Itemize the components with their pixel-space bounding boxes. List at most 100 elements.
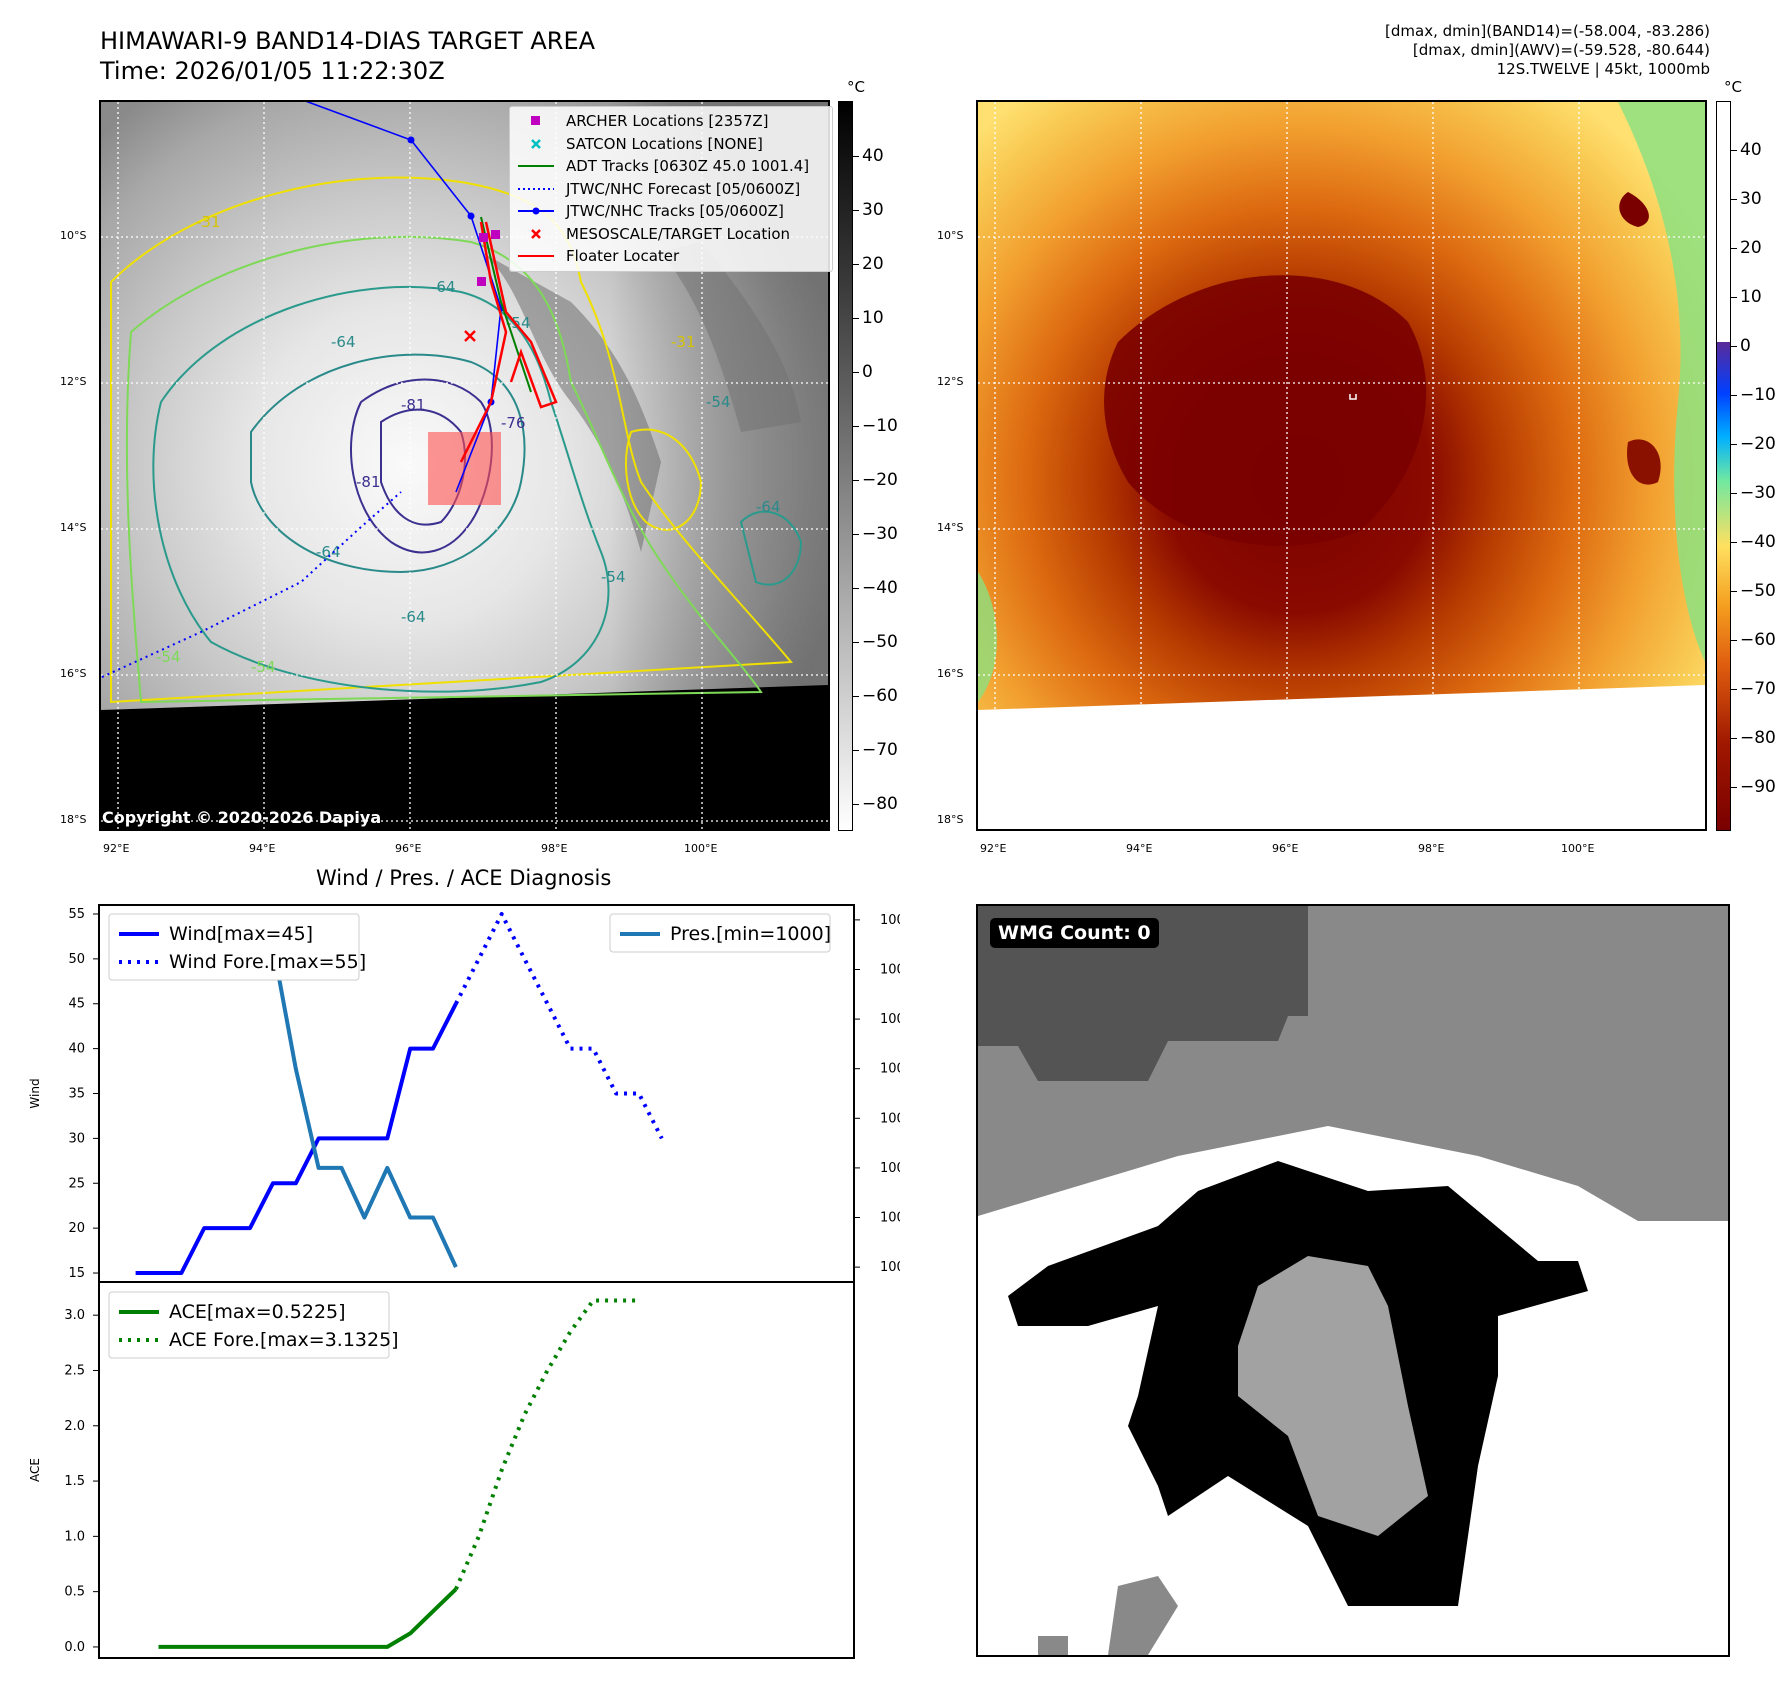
y-tick-label: 50	[68, 952, 85, 967]
lon-label: 98°E	[541, 842, 568, 855]
colorbar-tick: −70	[1731, 679, 1776, 699]
info-line-band14: [dmax, dmin](BAND14)=(-58.004, -83.286)	[1385, 22, 1710, 40]
contour-label: -64	[401, 608, 426, 626]
wmg-count-badge: WMG Count: 0	[990, 918, 1159, 948]
colorbar-tick: −70	[853, 740, 898, 760]
contour-label: -54	[156, 648, 181, 666]
lat-label: 16°S	[937, 667, 964, 680]
wmg-classification-svg	[978, 906, 1728, 1655]
contour-label: -76	[501, 414, 526, 432]
contour-label: -54	[251, 658, 276, 676]
lon-label: 100°E	[684, 842, 718, 855]
no-data-region	[101, 685, 828, 829]
x-marker-icon	[516, 138, 556, 150]
y-right-tick-label: 1004	[880, 1062, 900, 1077]
colorbar-tick: −20	[1731, 434, 1776, 454]
line-icon	[516, 253, 556, 259]
contour-minus81	[350, 378, 493, 554]
y-tick-label: 1.0	[64, 1529, 85, 1544]
info-line-storm: 12S.TWELVE | 45kt, 1000mb	[1496, 60, 1710, 78]
lat-label: 10°S	[60, 229, 87, 242]
lon-label: 96°E	[1272, 842, 1299, 855]
contour-label: -64	[431, 278, 456, 296]
dry-slot	[481, 252, 661, 552]
color-colorbar	[1716, 101, 1731, 831]
colorbar-tick: −20	[853, 470, 898, 490]
y-right-tick-label: 1003	[880, 1111, 900, 1126]
adt-track	[480, 216, 532, 393]
legend-label: Pres.[min=1000]	[670, 923, 831, 945]
map-title-line2: Time: 2026/01/05 11:22:30Z	[100, 57, 445, 85]
contour-label: -31	[196, 213, 221, 231]
y-right-tick-label: 1002	[880, 1161, 900, 1176]
contour-label: -54	[706, 393, 731, 411]
y-tick-label: 0.5	[64, 1585, 85, 1600]
colorbar-tick: −50	[853, 632, 898, 652]
color-enhanced-ir-map-svg	[978, 102, 1705, 829]
plot-frame	[98, 1281, 855, 1659]
lon-label: 94°E	[249, 842, 276, 855]
y-tick-label: 25	[68, 1176, 85, 1191]
legend-label: Wind Fore.[max=55]	[169, 951, 366, 973]
wmg-light-gray-region	[1238, 1256, 1428, 1536]
contour-label: -54	[601, 568, 626, 586]
chart-title: Wind / Pres. / ACE Diagnosis	[316, 866, 612, 890]
ace-chart: 0.0 0.5 1.0 1.5 2.0 2.5 3.0 ACE ACE[max=0.5225] A…	[28, 1281, 855, 1659]
legend-item-adt: ADT Tracks [0630Z 45.0 1001.4]	[516, 155, 826, 178]
y-axis-label: ACE	[28, 1458, 42, 1482]
legend-item-floater: Floater Locater	[516, 245, 826, 268]
lat-label: 18°S	[937, 813, 964, 826]
lat-label: 14°S	[60, 521, 87, 534]
cold-cloud-core	[1104, 275, 1427, 546]
lat-label: 18°S	[60, 813, 87, 826]
legend-label: Wind[max=45]	[169, 923, 313, 945]
line-icon	[516, 163, 556, 169]
lon-label: 92°E	[980, 842, 1007, 855]
grayscale-colorbar	[838, 101, 853, 831]
lat-label: 12°S	[937, 375, 964, 388]
legend-box	[609, 913, 831, 953]
y-tick-label: 0.0	[64, 1640, 85, 1655]
y-tick-label: 55	[68, 907, 85, 922]
colorbar-tick: −40	[853, 578, 898, 598]
y-tick-label: 20	[68, 1221, 85, 1236]
no-data-region	[978, 685, 1705, 829]
colorbar-tick: −60	[853, 686, 898, 706]
dotted-line-icon	[516, 186, 556, 192]
wind-forecast-line	[454, 912, 664, 1140]
line-dot-icon	[516, 206, 556, 216]
colorbar-tick: 10	[853, 308, 884, 328]
map-title-line1: HIMAWARI-9 BAND14-DIAS TARGET AREA	[100, 27, 596, 55]
contour-label: -64	[331, 333, 356, 351]
diagnostic-info: [dmax, dmin](BAND14)=(-58.004, -83.286) …	[1385, 22, 1710, 79]
y-right-tick-label: 1006	[880, 962, 900, 977]
colorbar-tick: −10	[853, 416, 898, 436]
contour-minus54-outer	[125, 235, 763, 704]
y-right-tick-label: 1005	[880, 1012, 900, 1027]
jtwc-forecast-track	[101, 491, 402, 679]
legend-box	[108, 1291, 390, 1359]
colorbar-tick: 30	[853, 200, 884, 220]
colorbar-tick: −30	[1731, 483, 1776, 503]
wind-pressure-chart: 15 20 25 30 35 40 45 50 55 Wind 1000 1001 1002 1003 10…	[28, 904, 900, 1283]
colorbar-tick: −10	[1731, 385, 1776, 405]
y-right-tick-label: 1001	[880, 1211, 900, 1226]
lat-label: 14°S	[937, 521, 964, 534]
lat-label: 12°S	[60, 375, 87, 388]
colorbar-tick: 30	[1731, 189, 1762, 209]
colorbar-tick: 0	[1731, 336, 1751, 356]
colorbar-tick: −90	[1731, 777, 1776, 797]
legend-item-satcon: SATCON Locations [NONE]	[516, 133, 826, 156]
legend-label: ACE Fore.[max=3.1325]	[169, 1329, 399, 1351]
contour-label: -64	[316, 543, 341, 561]
y-tick-label: 3.0	[64, 1308, 85, 1323]
y-right-tick-label: 1000	[880, 1260, 900, 1275]
colorbar-tick: −80	[853, 794, 898, 814]
y-tick-label: 2.0	[64, 1419, 85, 1434]
colorbar-tick: −80	[1731, 728, 1776, 748]
colorbar-tick: 40	[1731, 140, 1762, 160]
y-tick-label: 35	[68, 1087, 85, 1102]
info-line-awv: [dmax, dmin](AWV)=(-59.528, -80.644)	[1412, 41, 1710, 59]
colorbar-tick: 20	[853, 254, 884, 274]
colorbar-tick: 20	[1731, 238, 1762, 258]
